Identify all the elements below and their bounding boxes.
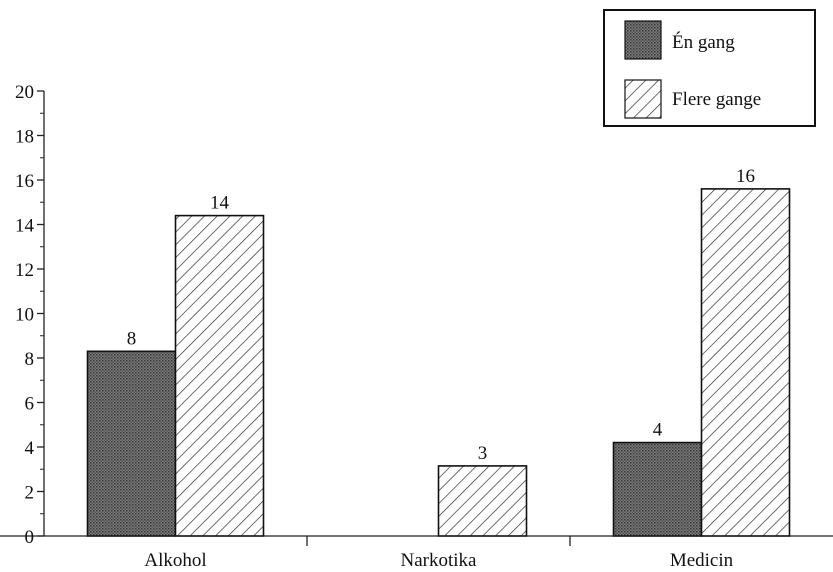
legend-label-en-gang: Én gang xyxy=(672,31,735,53)
legend-swatch-flere-gange xyxy=(624,79,662,119)
bar-flere-gange xyxy=(700,188,791,537)
bar-value-label: 14 xyxy=(210,193,230,214)
y-tick-label: 2 xyxy=(25,483,35,504)
y-tick-label: 16 xyxy=(15,171,34,192)
bars-group: 8 14 3 4 16 xyxy=(86,166,791,537)
legend-swatch-en-gang xyxy=(624,20,662,60)
bar-flere-gange xyxy=(437,465,528,537)
x-category-label: Narkotika xyxy=(401,550,478,571)
y-tick-label: 14 xyxy=(15,216,35,237)
x-category-label: Medicin xyxy=(670,550,734,571)
y-tick-label: 20 xyxy=(15,82,34,103)
legend-label-flere-gange: Flere gange xyxy=(672,89,761,110)
y-tick-label: 18 xyxy=(15,127,34,148)
y-tick-label: 4 xyxy=(25,438,35,459)
y-tick-label: 0 xyxy=(25,527,35,548)
x-category-label: Alkohol xyxy=(144,550,206,571)
y-tick-label: 8 xyxy=(25,349,35,370)
bar-en-gang xyxy=(612,441,703,537)
y-tick-label: 12 xyxy=(15,260,34,281)
bar-flere-gange xyxy=(174,214,265,537)
y-tick-label: 6 xyxy=(25,394,35,415)
bar-value-label: 4 xyxy=(653,420,663,441)
bar-value-label: 3 xyxy=(478,443,488,464)
y-ticks-group: 0 2 4 6 8 10 12 14 16 18 20 xyxy=(15,82,44,548)
bar-value-label: 8 xyxy=(127,328,137,349)
x-ticks-group: Alkohol Narkotika Medicin xyxy=(144,536,734,571)
y-tick-label: 10 xyxy=(15,305,34,326)
bar-value-label: 16 xyxy=(736,166,755,187)
bar-en-gang xyxy=(86,350,177,537)
legend: Én gang Flere gange xyxy=(603,9,816,127)
